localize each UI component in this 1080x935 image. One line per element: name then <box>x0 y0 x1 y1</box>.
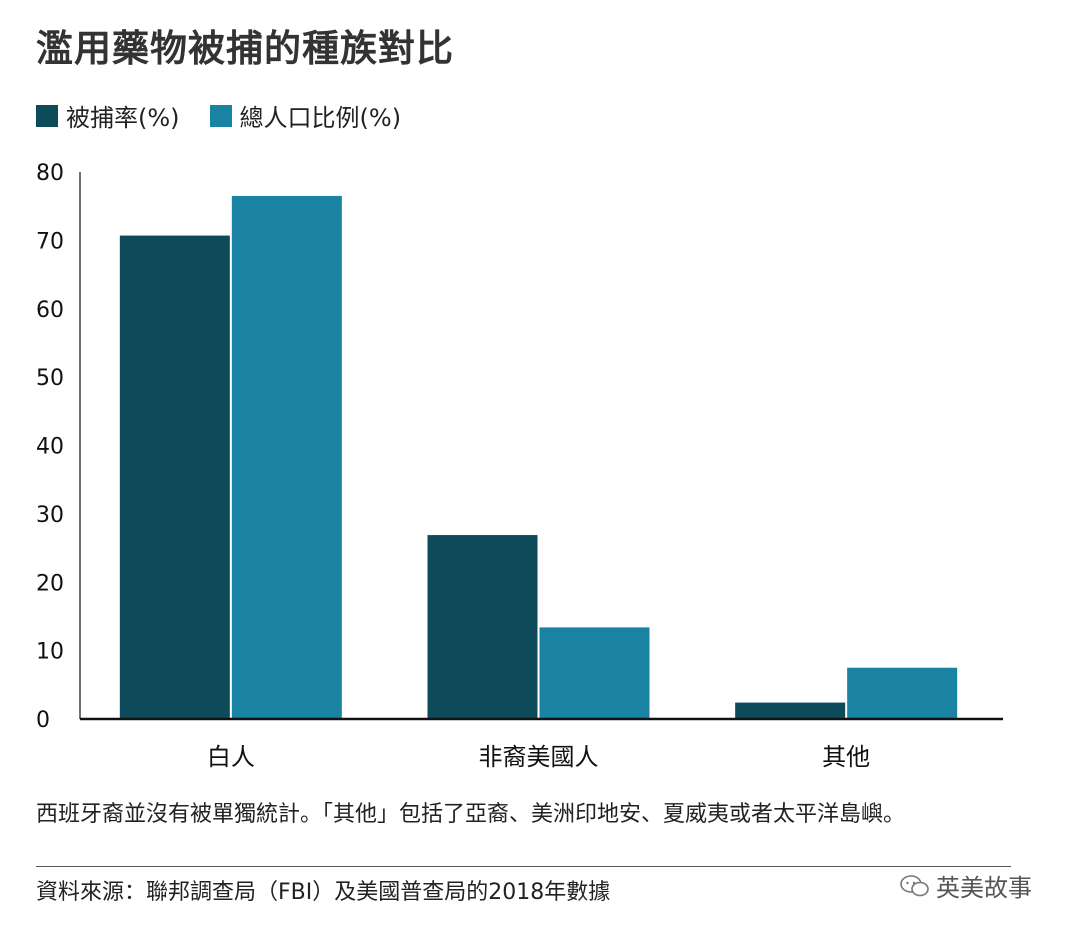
y-tick-label: 60 <box>36 298 64 323</box>
legend-swatch-arrest-rate <box>36 104 58 127</box>
y-tick-label: 80 <box>36 161 64 186</box>
footnote: 西班牙裔並沒有被單獨統計。「其他」包括了亞裔、美洲印地安、夏威夷或者太平洋島嶼。 <box>36 802 906 827</box>
watermark-text: 英美故事 <box>936 874 1032 902</box>
legend-label-arrest-rate: 被捕率(%) <box>66 104 180 132</box>
bar-population-0 <box>231 195 342 719</box>
y-tick-label: 70 <box>36 229 64 254</box>
bar-population-1 <box>539 627 650 719</box>
legend-label-population: 總人口比例(%) <box>239 104 402 132</box>
bar-arrest-rate-2 <box>735 702 846 719</box>
bar-chart: 0 10 20 30 40 50 60 70 80 白人 非裔美國人 其他 <box>36 161 1003 771</box>
x-tick-label: 非裔美國人 <box>479 743 599 771</box>
y-tick-label: 40 <box>36 435 64 460</box>
y-tick-label: 30 <box>36 503 64 528</box>
divider <box>36 866 1011 867</box>
legend-item-population: 總人口比例(%) <box>209 98 402 133</box>
legend: 被捕率(%) 總人口比例(%) <box>36 98 431 133</box>
x-tick-label: 白人 <box>207 743 255 771</box>
y-tick-label: 20 <box>36 571 64 596</box>
y-tick-label: 10 <box>36 640 64 665</box>
watermark: 英美故事 <box>900 868 1032 903</box>
bar-arrest-rate-1 <box>427 535 538 719</box>
bar-arrest-rate-0 <box>119 235 230 719</box>
legend-swatch-population <box>209 104 232 127</box>
legend-item-arrest-rate: 被捕率(%) <box>36 98 180 133</box>
x-tick-label: 其他 <box>822 743 870 771</box>
bar-population-2 <box>847 667 958 719</box>
y-tick-label: 0 <box>36 708 50 733</box>
chart-title: 濫用藥物被捕的種族對比 <box>36 27 454 70</box>
wechat-icon <box>900 874 929 896</box>
y-tick-label: 50 <box>36 366 64 391</box>
source-note: 資料來源：聯邦調查局（FBI）及美國普查局的2018年數據 <box>36 880 611 905</box>
